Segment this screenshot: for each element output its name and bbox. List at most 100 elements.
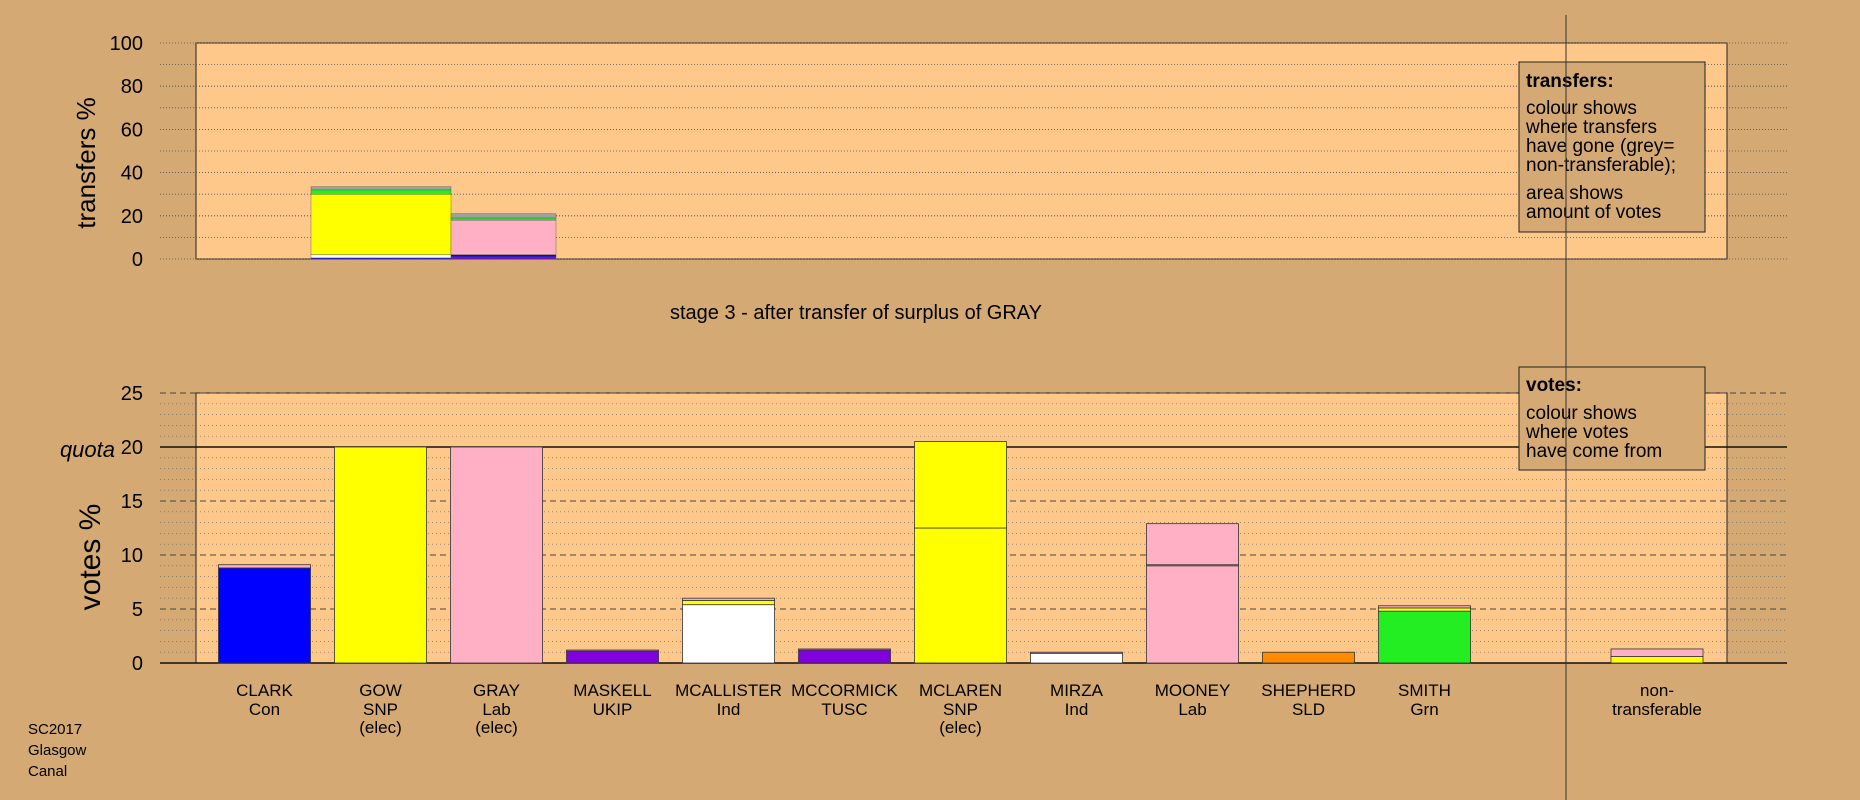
transfer-bar-segment [450,217,557,221]
vote-bar-segment [218,564,311,569]
candidate-status: (elec) [475,718,518,737]
vote-bar-segment [1610,648,1704,657]
vote-bar-segment [798,649,891,664]
candidate-name: GOW [359,681,402,700]
transfer-bar-segment [310,193,452,255]
vote-bar-segment [1378,610,1471,664]
vote-bar-segment [566,650,659,664]
transfer-bar-segment [450,256,557,260]
candidate-party: Lab [1178,700,1206,719]
vote-bar-segment [566,649,659,652]
vote-bar-segment [914,527,1007,664]
vote-bar-segment [914,441,1007,529]
votes-y-axis-label: votes % [74,504,107,611]
votes-legend-line: have come from [1526,441,1662,462]
transfers-tick-label: 60 [121,119,143,141]
transfer-bar-segment [450,219,557,255]
candidate-name: MIRZA [1050,681,1104,700]
transfer-bar-segment [310,254,452,259]
candidate-status: (elec) [359,718,402,737]
transfers-legend-title: transfers: [1526,71,1614,92]
transfers-legend-line: amount of votes [1526,202,1661,223]
transfers-legend-line: where transfers [1525,117,1657,138]
votes-y-ticks: 0 5 10 15 25 20 [121,383,143,675]
transfer-bar-segment [310,186,452,191]
candidate-party: Ind [717,700,741,719]
nontransferable-label-line2: transferable [1612,700,1702,719]
vote-bar-segment [1030,652,1123,664]
nontransferable-label-line1: non- [1640,681,1674,700]
candidate-name: MCALLISTER [675,681,782,700]
transfer-bar-segment [450,254,557,258]
vote-bar-segment [1262,651,1355,664]
transfers-tick-label: 100 [110,33,143,55]
footer-line1: SC2017 [28,721,82,738]
quota-label: quota [60,437,115,462]
candidate-name: GRAY [473,681,520,700]
votes-legend-line: where votes [1525,422,1628,443]
candidate-name: CLARK [236,681,293,700]
transfers-legend-line: have gone (grey= [1526,136,1674,157]
transfers-y-axis-label: transfers % [71,97,101,229]
candidate-name: MOONEY [1155,681,1231,700]
vote-bar-segment [682,599,775,606]
votes-tick-label: 15 [121,491,143,513]
vote-bar-segment [682,604,775,664]
votes-tick-label: 20 [121,437,143,459]
candidate-party: UKIP [593,700,633,719]
candidate-name: SHEPHERD [1261,681,1355,700]
transfers-legend-line: non-transferable); [1526,155,1676,176]
votes-legend-line: colour shows [1526,403,1637,424]
votes-tick-label: 25 [121,383,143,405]
candidate-labels: CLARKConGOWSNP(elec)GRAYLab(elec)MASKELL… [236,681,1451,737]
vote-bar-segment [1030,651,1123,654]
candidate-party: Grn [1410,700,1438,719]
transfers-gridlines [160,42,1787,260]
candidate-party: TUSC [821,700,867,719]
candidate-party: SNP [363,700,398,719]
transfer-bar-segment [450,213,557,219]
transfers-legend-line: area shows [1526,183,1623,204]
transfers-legend-box: transfers: colour shows where transfers … [1518,61,1706,233]
candidate-name: MCLAREN [919,681,1002,700]
vote-bar-segment [1378,605,1471,609]
footer-line2: Glasgow [28,742,87,759]
footer: SC2017 Glasgow Canal [28,721,87,780]
vote-bar-segment [1378,607,1471,612]
vote-bar-segment [1610,656,1704,664]
candidate-party: Ind [1065,700,1089,719]
candidate-party: Con [249,700,280,719]
transfers-tick-label: 80 [121,76,143,98]
transfer-bar-segment [310,189,452,195]
transfers-bars [310,186,557,260]
transfers-tick-label: 20 [121,206,143,228]
votes-bars [218,441,1704,664]
candidate-party: Lab [482,700,510,719]
stage-caption: stage 3 - after transfer of surplus of G… [670,302,1042,324]
votes-tick-label: 0 [132,653,143,675]
transfers-panel: 0 20 40 60 80 100 transfers % transfers: colo… [71,33,1787,271]
vote-bar-segment [798,648,891,651]
transfers-tick-label: 0 [132,249,143,271]
vote-bar-segment [682,597,775,601]
vote-bar-segment [450,446,543,664]
vote-bar-segment [1146,565,1239,664]
transfers-tick-label: 40 [121,163,143,185]
votes-legend-box: votes: colour shows where votes have com… [1518,366,1706,471]
candidate-name: MCCORMICK [791,681,898,700]
vote-bar-segment [334,446,427,664]
transfers-legend-line: colour shows [1526,98,1637,119]
candidate-party: SLD [1292,700,1325,719]
candidate-name: SMITH [1398,681,1451,700]
votes-tick-label: 5 [132,599,143,621]
transfers-y-ticks: 0 20 40 60 80 100 [110,33,143,271]
vote-bar-segment [1146,523,1239,566]
votes-legend-title: votes: [1526,375,1582,396]
candidate-name: MASKELL [573,681,651,700]
footer-line3: Canal [28,763,67,780]
candidate-status: (elec) [939,718,982,737]
candidate-party: SNP [943,700,978,719]
vote-bar-segment [218,567,311,664]
